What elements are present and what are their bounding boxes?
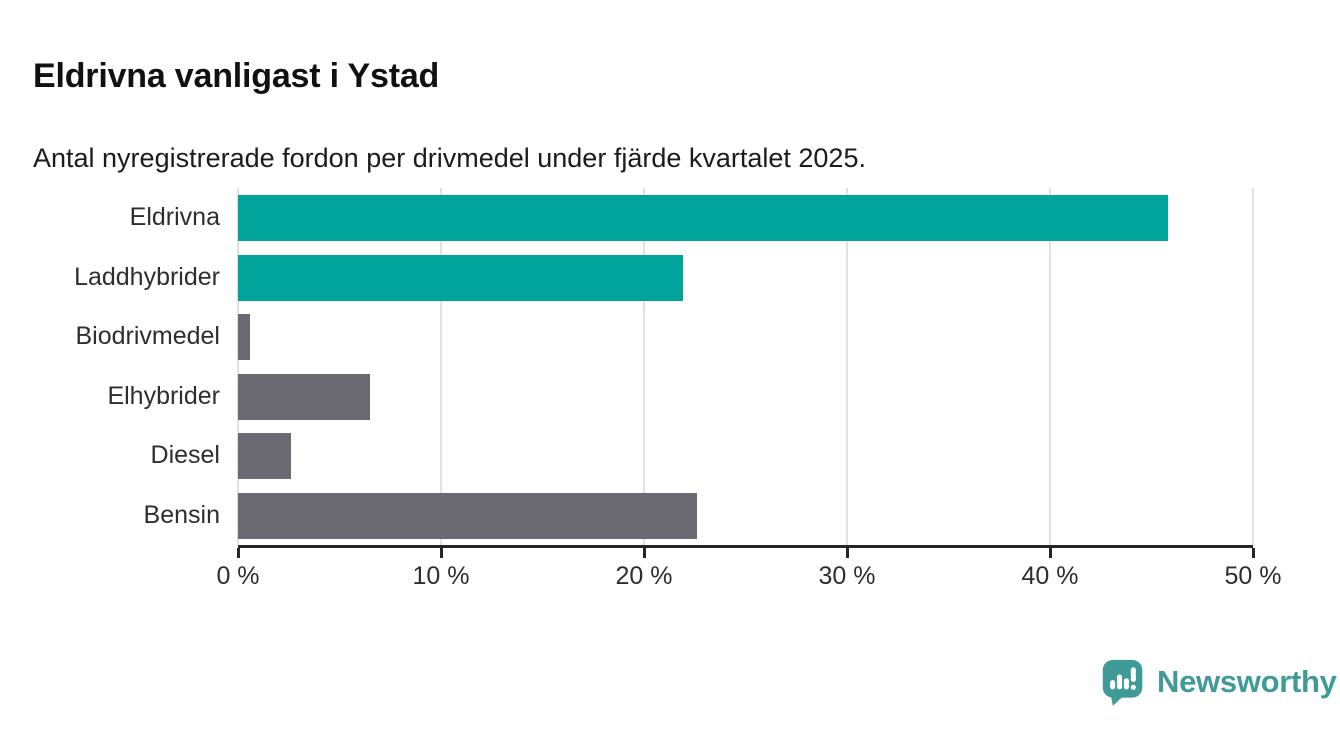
x-tick-label-20: 20 % (615, 562, 673, 590)
category-label-bensin: Bensin (143, 500, 220, 529)
gridline-30 (846, 188, 848, 545)
newsworthy-logo-icon (1102, 659, 1143, 706)
tickmark-0 (236, 548, 240, 558)
x-tick-label-10: 10 % (412, 562, 470, 590)
category-label-laddhybrider: Laddhybrider (74, 262, 220, 291)
bar-elhybrider (238, 373, 370, 420)
bar-eldrivna (238, 195, 1168, 241)
bar-laddhybrider (238, 254, 683, 301)
y-axis-category-labels: Eldrivna Laddhybrider Biodrivmedel Elhyb… (0, 188, 220, 545)
x-axis: 0 % 10 % 20 % 30 % 40 % 50 % (216, 548, 1281, 598)
x-tick-label-40: 40 % (1021, 562, 1079, 590)
gridline-10 (440, 188, 442, 545)
gridline-50 (1252, 188, 1254, 545)
x-tick-label-50: 50 % (1224, 562, 1282, 590)
category-label-biodrivmedel: Biodrivmedel (75, 322, 220, 350)
gridline-0 (237, 188, 239, 545)
bar-biodrivmedel (238, 314, 251, 360)
newsworthy-brand: Newsworthy (1100, 657, 1337, 707)
brand-wordmark: Newsworthy (1157, 664, 1337, 699)
category-label-elhybrider: Elhybrider (107, 381, 220, 410)
gridline-20 (643, 188, 645, 545)
plot-area (237, 188, 1254, 548)
bar-diesel (238, 433, 291, 479)
x-tick-label-30: 30 % (818, 562, 876, 590)
gridline-40 (1049, 188, 1051, 545)
tickmark-40 (1048, 548, 1052, 558)
page-title: Eldrivna vanligast i Ystad (33, 56, 440, 95)
category-label-eldrivna: Eldrivna (129, 203, 220, 231)
tickmark-20 (642, 548, 646, 558)
chart-subtitle: Antal nyregistrerade fordon per drivmede… (33, 143, 866, 173)
bar-bensin (238, 492, 697, 539)
tickmark-30 (845, 548, 849, 558)
x-tick-label-0: 0 % (216, 562, 260, 590)
tickmark-50 (1251, 548, 1255, 558)
category-label-diesel: Diesel (150, 441, 220, 469)
tickmark-10 (439, 548, 443, 558)
